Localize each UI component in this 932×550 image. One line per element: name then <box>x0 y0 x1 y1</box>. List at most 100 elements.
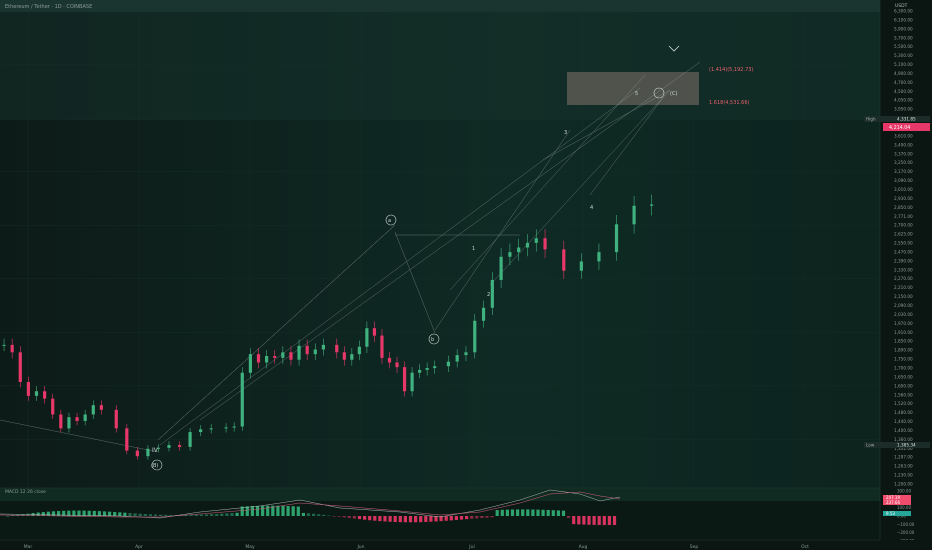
macd-bar <box>51 511 56 516</box>
candle-body <box>91 405 95 415</box>
macd-bar <box>572 516 576 525</box>
candle-body <box>579 261 583 271</box>
macd-bar <box>439 516 443 522</box>
wave-label-2: 2 <box>487 292 490 298</box>
macd-bar <box>363 516 367 520</box>
candle-body <box>125 428 129 451</box>
price-tick-label: 1,480.00 <box>894 410 913 415</box>
macd-bar <box>210 514 214 516</box>
macd-bar <box>21 514 25 516</box>
macd-bar <box>194 514 198 516</box>
macd-title[interactable]: MACD 12 26 close <box>5 489 46 495</box>
price-tick-label: 1,520.00 <box>894 401 913 406</box>
macd-bar <box>480 516 484 518</box>
price-tick-label: 1,700.00 <box>894 365 913 370</box>
macd-bar <box>398 516 402 523</box>
price-tick-label: 1,360.00 <box>894 437 913 442</box>
candle-body <box>350 354 354 360</box>
candle-body <box>10 344 14 353</box>
macd-bar <box>266 505 270 516</box>
price-tick-label: 2,270.00 <box>894 276 913 281</box>
price-axis-ticks: 6,300.00 6,100.00 5,900.00 5,700.00 5,500.00… <box>894 9 913 487</box>
macd-bar <box>500 509 504 516</box>
candle-body <box>464 352 468 356</box>
price-tick-label: 4,050.00 <box>894 98 913 103</box>
candle-body <box>335 344 339 353</box>
price-tick-label: 2,700.00 <box>894 223 913 228</box>
macd-bar <box>475 516 479 519</box>
macd-bar <box>434 516 438 522</box>
price-tick-label: 2,771.00 <box>894 214 913 219</box>
candle-body <box>67 417 71 429</box>
upper-shading <box>0 0 880 120</box>
price-tick-label: 1,970.00 <box>894 321 913 326</box>
candle-body <box>18 352 22 382</box>
macd-bar <box>347 516 351 518</box>
macd-bar <box>531 509 535 516</box>
price-tick-label: 6,300.00 <box>894 9 913 14</box>
macd-tick-label: −100.00 <box>897 522 915 527</box>
high-label: High <box>866 117 876 122</box>
wave-label-3: 3 <box>564 130 567 136</box>
macd-bar <box>143 514 147 516</box>
macd-bar <box>352 516 356 519</box>
time-label-may: May <box>245 544 255 550</box>
price-tick-label: 2,030.00 <box>894 312 913 317</box>
price-tick-label: 3,170.00 <box>894 169 913 174</box>
candle-body <box>490 279 494 308</box>
price-tick-label: 1,332.00 <box>894 446 913 451</box>
macd-bar <box>276 505 280 516</box>
wave-label-b: b <box>431 337 434 343</box>
wave-label-1: 1 <box>472 246 475 252</box>
candle-body <box>167 445 171 448</box>
macd-bar <box>271 505 275 516</box>
macd-bar <box>215 513 219 516</box>
macd-bar <box>138 513 142 516</box>
macd-bar <box>235 512 239 516</box>
macd-bar <box>57 511 61 516</box>
macd-tick-label: 100.00 <box>897 505 911 510</box>
macd-bar <box>26 513 30 516</box>
wave-label-iv: IV <box>152 447 159 454</box>
wave-labels: IV (B) a b 1 2 3 4 5 (C) <box>151 45 680 471</box>
low-label: Low <box>866 443 875 448</box>
macd-bar <box>148 514 152 516</box>
macd-badges: 247.19 237.66 9.53 <box>883 495 911 516</box>
candle-body <box>34 391 39 396</box>
price-tick-label: 5,700.00 <box>894 35 913 40</box>
macd-bar <box>408 516 413 523</box>
macd-bar <box>373 516 377 521</box>
price-tick-label: 1,600.00 <box>894 383 913 388</box>
candle-body <box>597 252 601 262</box>
macd-bar <box>536 509 540 516</box>
macd-bar <box>327 515 331 517</box>
macd-bar <box>495 510 499 516</box>
candle-body <box>248 354 252 373</box>
candle-body <box>372 328 377 336</box>
candle-body <box>232 426 236 428</box>
macd-bar <box>454 516 458 520</box>
candle-body <box>632 205 636 225</box>
price-tick-label: 2,090.00 <box>894 303 913 308</box>
candle-body <box>135 450 139 457</box>
price-tick-label: 2,330.00 <box>894 267 913 272</box>
macd-bar <box>342 516 346 518</box>
macd-bar <box>62 510 66 516</box>
candle-body <box>273 356 277 358</box>
macd-bar <box>255 505 260 516</box>
macd-lines <box>0 489 621 519</box>
candle-body <box>75 417 79 421</box>
macd-bar <box>164 514 168 516</box>
candle-body <box>156 447 161 449</box>
time-axis-bar <box>0 540 932 550</box>
current-price-value: 4,214.04 <box>889 125 910 131</box>
symbol-title[interactable]: Ethereum / Tether · 1D · COINBASE <box>5 4 92 10</box>
macd-bar <box>87 510 91 516</box>
price-tick-label: 2,625.00 <box>894 232 913 237</box>
price-tick-label: 1,850.00 <box>894 339 913 344</box>
macd-bar <box>67 510 71 516</box>
macd-bar <box>510 509 515 516</box>
price-tick-label: 1,650.00 <box>894 374 913 379</box>
